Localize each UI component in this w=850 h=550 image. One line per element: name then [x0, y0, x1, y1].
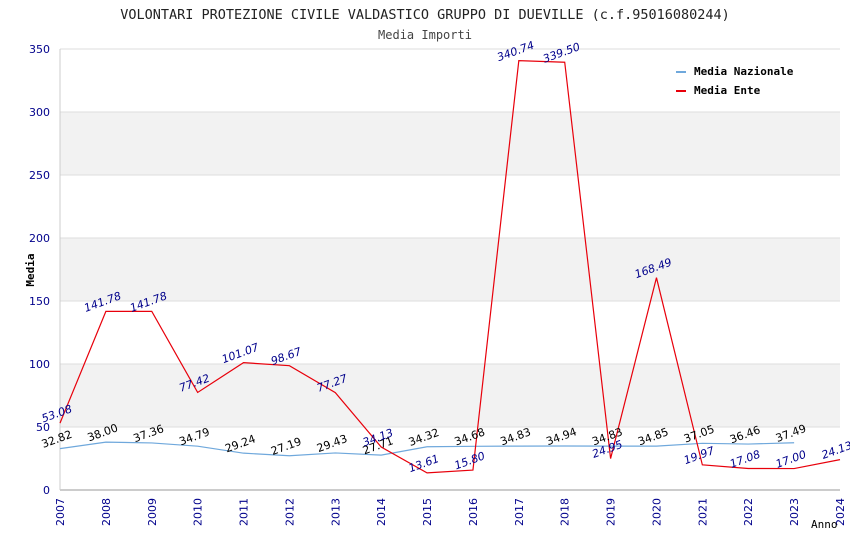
x-tick-2012: 2012 — [283, 498, 296, 526]
x-tick-2009: 2009 — [146, 498, 159, 526]
gridlines — [60, 48, 840, 428]
data-label-media-nazionale-2015: 34.32 — [407, 426, 441, 449]
x-tick-2017: 2017 — [513, 498, 526, 526]
data-label-media-ente-2021: 19.97 — [682, 444, 716, 467]
legend-label-media-ente: Media Ente — [694, 84, 761, 97]
x-tick-2016: 2016 — [467, 498, 480, 526]
data-label-media-ente-2016: 15.80 — [453, 449, 487, 472]
y-tick-150: 150 — [29, 295, 50, 308]
x-tick-2008: 2008 — [100, 498, 113, 526]
data-label-media-nazionale-2020: 34.85 — [636, 425, 670, 448]
x-tick-2011: 2011 — [238, 498, 251, 526]
y-tick-50: 50 — [36, 421, 50, 434]
y-tick-100: 100 — [29, 358, 50, 371]
plot-bands — [60, 112, 840, 427]
legend-label-media-nazionale: Media Nazionale — [694, 65, 794, 78]
x-tick-2013: 2013 — [329, 498, 342, 526]
y-tick-200: 200 — [29, 232, 50, 245]
data-label-media-nazionale-2010: 34.79 — [177, 425, 211, 448]
band-150-200 — [60, 238, 840, 301]
data-label-media-ente-2024: 24.13 — [820, 439, 850, 462]
x-tick-2018: 2018 — [559, 498, 572, 526]
y-tick-labels: 0 50 100 150 200 250 300 350 — [29, 43, 50, 497]
data-label-media-nazionale-2013: 29.43 — [315, 432, 349, 455]
x-tick-2019: 2019 — [605, 498, 618, 526]
x-tick-2023: 2023 — [788, 498, 801, 526]
series-layer — [59, 60, 841, 474]
x-tick-2020: 2020 — [650, 498, 663, 526]
x-tick-2007: 2007 — [54, 498, 67, 526]
x-tick-2010: 2010 — [192, 498, 205, 526]
x-axis-label: Anno — [811, 518, 838, 531]
y-axis-label: Media — [24, 253, 37, 286]
x-tick-2022: 2022 — [742, 498, 755, 526]
y-tick-0: 0 — [43, 484, 50, 497]
data-label-media-nazionale-2017: 34.83 — [499, 425, 533, 448]
x-tick-2024: 2024 — [834, 498, 847, 526]
chart-title: VOLONTARI PROTEZIONE CIVILE VALDASTICO G… — [120, 7, 730, 23]
x-tick-2015: 2015 — [421, 498, 434, 526]
data-label-media-nazionale-2018: 34.94 — [544, 425, 578, 448]
series-line-media-ente — [59, 60, 841, 474]
chart-subtitle: Media Importi — [378, 28, 472, 42]
band-250-300 — [60, 112, 840, 175]
data-label-media-ente-2011: 101.07 — [220, 341, 261, 366]
y-tick-300: 300 — [29, 106, 50, 119]
data-label-media-ente-2017: 340.74 — [495, 39, 536, 64]
x-tick-labels: 2007 2008 2009 2010 2011 2012 2013 2014 2015 2016… — [54, 498, 847, 526]
band-50-100 — [60, 364, 840, 427]
data-label-media-nazionale-2012: 27.19 — [269, 435, 303, 458]
x-tick-2021: 2021 — [696, 498, 709, 526]
y-tick-250: 250 — [29, 169, 50, 182]
data-label-media-nazionale-2011: 29.24 — [223, 432, 257, 455]
legend: Media Nazionale Media Ente — [676, 65, 794, 97]
x-tick-2014: 2014 — [375, 498, 388, 526]
data-label-media-ente-2022: 17.08 — [728, 448, 762, 471]
data-label-media-nazionale-2016: 34.68 — [453, 426, 487, 449]
y-tick-350: 350 — [29, 43, 50, 56]
